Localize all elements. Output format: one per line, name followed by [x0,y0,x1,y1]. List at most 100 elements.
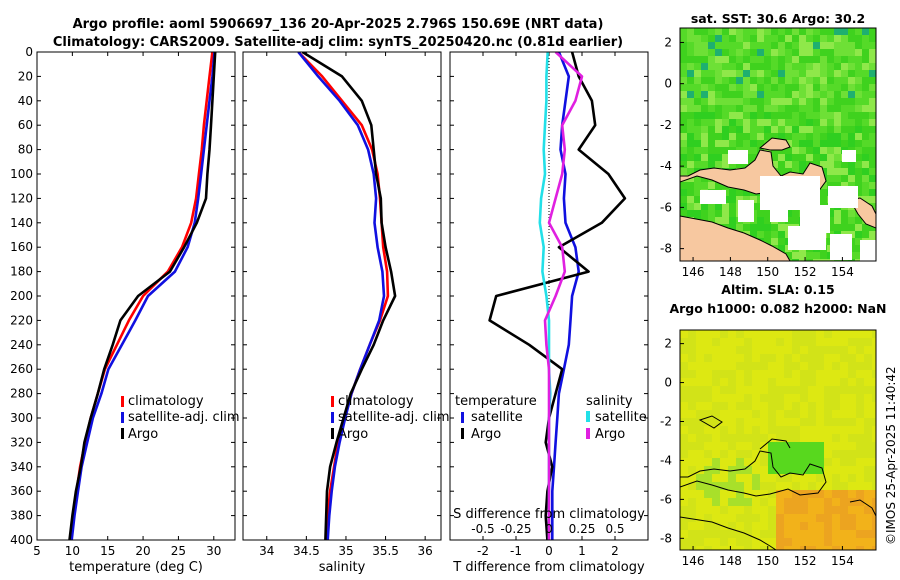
sst-cell [785,210,792,217]
sla-cell [848,546,856,550]
sst-cell [680,189,687,196]
sst-cell [799,126,806,133]
sst-cell [736,91,743,98]
sst-cell [694,105,701,112]
sst-cell [687,91,694,98]
sla-cell [688,546,696,550]
sst-cell [701,35,708,42]
sla-cell [848,354,856,362]
sla-cell [792,498,800,506]
sst-cell [820,259,827,261]
legend-label-satellite: satellite-adj. clim [338,410,450,425]
figure-title-line1: Argo profile: aoml 5906697_136 20-Apr-20… [73,17,604,32]
legend-title-temperature: temperature [455,394,537,409]
sst-cell [785,126,792,133]
sla-cell [768,522,776,530]
sla-cell [728,530,736,538]
sst-cell [869,168,876,175]
sla-cell [816,466,824,474]
sla-cell [744,386,752,394]
sla-cell [800,330,808,338]
map-x-tick-label: 152 [794,265,817,279]
sst-cell [869,196,876,203]
sst-cell [827,28,834,35]
sla-cell [728,490,736,498]
sst-cell [764,133,771,140]
sla-cell [696,538,704,546]
sla-cell [872,370,876,378]
sla-cell [720,426,728,434]
sst-cell [694,42,701,49]
sst-cell [841,161,848,168]
sla-cell [768,450,776,458]
sst-cell [694,154,701,161]
sst-cell [848,70,855,77]
sla-cell [824,378,832,386]
sst-cell [771,231,778,238]
salinity-panel: 34 34.5 35 35.5 36 salinity climatology sate… [242,51,450,575]
sla-cell [800,522,808,530]
sla-cell [752,410,760,418]
sst-cell [757,133,764,140]
sst-cell [848,210,855,217]
sst-cell [827,98,834,105]
sst-cell [778,28,785,35]
sla-cell [696,378,704,386]
sla-cell [848,514,856,522]
sst-cell [869,42,876,49]
sla-cell [776,506,784,514]
sla-cell [808,458,816,466]
sst-cell [694,35,701,42]
sst-cell [841,217,848,224]
sla-cell [744,506,752,514]
sst-cell [834,154,841,161]
sla-cell [728,458,736,466]
sla-cell [680,538,688,546]
sst-cell [834,147,841,154]
sst-cell [827,42,834,49]
sla-cell [816,490,824,498]
sst-cell [841,119,848,126]
sla-cell [680,426,688,434]
sla-cell [688,538,696,546]
sst-cell [855,49,862,56]
sst-cell [736,133,743,140]
sst-cell [722,154,729,161]
sla-cell [736,442,744,450]
sst-cell [792,133,799,140]
y-tick-label: 220 [10,313,33,327]
sla-cell [752,498,760,506]
y-tick-label: 160 [10,240,33,254]
sla-cell [848,410,856,418]
sla-cell [680,474,688,482]
sla-cell [800,434,808,442]
sst-cell [834,140,841,147]
sst-cell [736,98,743,105]
sla-cell [680,410,688,418]
sst-cell [869,91,876,98]
sla-cell [832,522,840,530]
sst-cell [848,217,855,224]
sst-cell [764,217,771,224]
sla-cell [744,410,752,418]
sst-missing-cell [700,190,726,204]
sla-cell [760,434,768,442]
sla-cell [832,338,840,346]
sla-cell [832,458,840,466]
sla-cell [856,466,864,474]
sst-cell [855,91,862,98]
sst-cell [834,70,841,77]
sla-cell [824,530,832,538]
sla-cell [696,522,704,530]
sst-cell [757,119,764,126]
sst-cell [715,140,722,147]
sla-cell [776,498,784,506]
sla-cell [848,386,856,394]
sst-cell [701,182,708,189]
sla-cell [744,450,752,458]
sst-cell [757,105,764,112]
sst-cell [680,77,687,84]
sla-cell [856,482,864,490]
sst-cell [799,70,806,77]
sla-cell [808,482,816,490]
